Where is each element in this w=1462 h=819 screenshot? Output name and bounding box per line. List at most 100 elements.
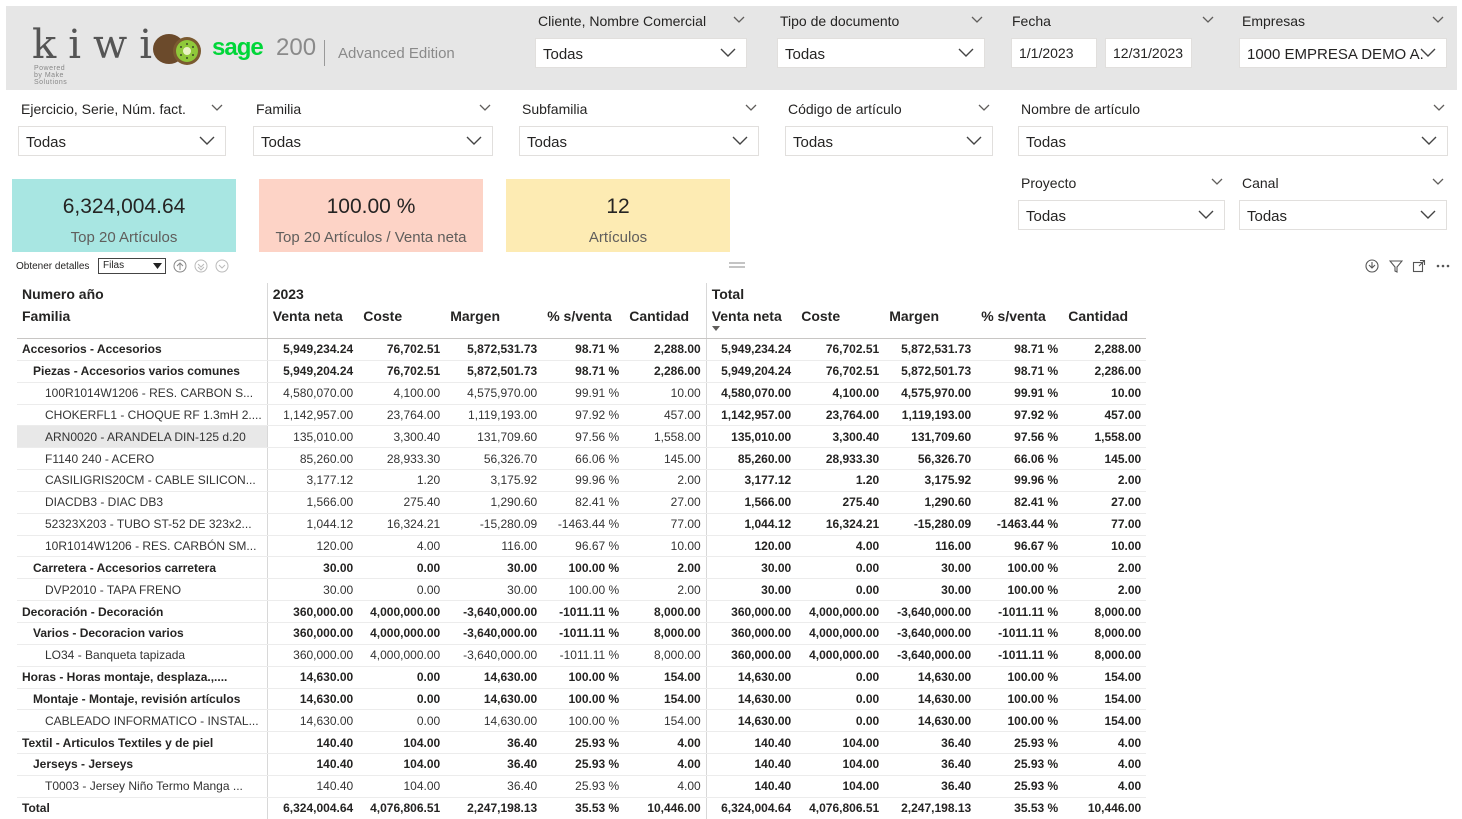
cell-total-2[interactable]: 36.40	[884, 731, 977, 755]
dropdown-subfamilia[interactable]: Todas	[519, 126, 759, 156]
cell-total-3[interactable]: 96.67 %	[976, 535, 1064, 558]
cell-total-3[interactable]: 35.53 %	[976, 796, 1064, 819]
cell-total-4[interactable]: 145.00	[1063, 447, 1147, 471]
cell-total-0[interactable]: 5,949,204.24	[705, 360, 797, 383]
cell-total-3[interactable]: 98.71 %	[976, 360, 1064, 383]
cell-total-4[interactable]: 8,000.00	[1063, 644, 1147, 667]
row-label[interactable]: 100R1014W1206 - RES. CARBON S...	[17, 382, 268, 405]
cell-total-3[interactable]: 97.92 %	[976, 404, 1064, 427]
cell-total-1[interactable]: 1.20	[796, 469, 885, 492]
cell-total-1[interactable]: 23,764.00	[796, 404, 885, 427]
cell-2023-4[interactable]: 4.00	[624, 731, 707, 755]
cell-total-1[interactable]: 4,076,806.51	[796, 796, 885, 819]
cell-2023-1[interactable]: 28,933.30	[358, 447, 446, 471]
cell-total-1[interactable]: 0.00	[796, 666, 885, 689]
cell-total-2[interactable]: -15,280.09	[884, 513, 977, 536]
cell-total-0[interactable]: 30.00	[705, 556, 797, 580]
table-row[interactable]: 52323X203 - TUBO ST-52 DE 323x2... 1,044.…	[17, 513, 1147, 536]
row-header-familia[interactable]: Familia	[17, 305, 268, 339]
cell-2023-1[interactable]: 4,076,806.51	[358, 796, 446, 819]
cell-total-2[interactable]: -3,640,000.00	[884, 644, 977, 667]
cell-2023-3[interactable]: 96.67 %	[542, 535, 625, 558]
column-group-total[interactable]: Total	[705, 283, 1147, 305]
cell-2023-0[interactable]: 4,580,070.00	[266, 382, 359, 405]
cell-2023-3[interactable]: -1011.11 %	[542, 622, 625, 645]
filter-icon[interactable]	[1389, 259, 1403, 273]
cell-total-1[interactable]: 104.00	[796, 753, 885, 776]
row-label[interactable]: CASILIGRIS20CM - CABLE SILICON...	[17, 469, 268, 492]
cell-2023-2[interactable]: -3,640,000.00	[445, 600, 543, 623]
cell-total-3[interactable]: 100.00 %	[976, 556, 1064, 580]
table-row[interactable]: ARN0020 - ARANDELA DIN-125 d.20 135,010.0…	[17, 425, 1147, 449]
cell-total-0[interactable]: 1,044.12	[705, 513, 797, 536]
cell-total-3[interactable]: -1011.11 %	[976, 600, 1064, 623]
dropdown-nombre[interactable]: Todas	[1018, 126, 1448, 156]
cell-2023-3[interactable]: 35.53 %	[542, 796, 625, 819]
cell-total-0[interactable]: 85,260.00	[705, 447, 797, 471]
cell-total-0[interactable]: 120.00	[705, 535, 797, 558]
column-header-coste[interactable]: Coste	[796, 305, 885, 339]
cell-2023-2[interactable]: 4,575,970.00	[445, 382, 543, 405]
cell-total-1[interactable]: 28,933.30	[796, 447, 885, 471]
cell-2023-2[interactable]: 3,175.92	[445, 469, 543, 492]
cell-2023-0[interactable]: 14,630.00	[266, 666, 359, 689]
drill-mode-icon[interactable]	[1365, 259, 1379, 273]
cell-2023-2[interactable]: 116.00	[445, 535, 543, 558]
cell-2023-1[interactable]: 0.00	[358, 556, 446, 580]
cell-total-1[interactable]: 0.00	[796, 709, 885, 733]
cell-total-0[interactable]: 14,630.00	[705, 709, 797, 733]
cell-total-1[interactable]: 4,100.00	[796, 382, 885, 405]
cell-2023-4[interactable]: 457.00	[624, 404, 707, 427]
cell-total-4[interactable]: 2.00	[1063, 556, 1147, 580]
cell-2023-1[interactable]: 275.40	[358, 491, 446, 514]
cell-total-4[interactable]: 4.00	[1063, 775, 1147, 798]
cell-2023-0[interactable]: 140.40	[266, 775, 359, 798]
cell-2023-2[interactable]: 2,247,198.13	[445, 796, 543, 819]
cell-2023-0[interactable]: 360,000.00	[266, 622, 359, 645]
cell-total-0[interactable]: 140.40	[705, 731, 797, 755]
cell-total-1[interactable]: 275.40	[796, 491, 885, 514]
cell-total-2[interactable]: 36.40	[884, 775, 977, 798]
row-label[interactable]: 52323X203 - TUBO ST-52 DE 323x2...	[17, 513, 268, 536]
cell-2023-4[interactable]: 8,000.00	[624, 600, 707, 623]
row-label[interactable]: LO34 - Banqueta tapizada	[17, 644, 268, 667]
cell-2023-3[interactable]: 98.71 %	[542, 338, 625, 361]
cell-total-1[interactable]: 0.00	[796, 688, 885, 711]
cell-total-4[interactable]: 457.00	[1063, 404, 1147, 427]
table-row[interactable]: DVP2010 - TAPA FRENO 30.00 0.00 30.00 100.00…	[17, 578, 1147, 602]
cell-total-3[interactable]: -1011.11 %	[976, 622, 1064, 645]
cell-2023-3[interactable]: 25.93 %	[542, 731, 625, 755]
cell-total-0[interactable]: 1,566.00	[705, 491, 797, 514]
cell-total-1[interactable]: 4.00	[796, 535, 885, 558]
row-label[interactable]: Varios - Decoracion varios	[17, 622, 268, 645]
cell-total-2[interactable]: 131,709.60	[884, 425, 977, 449]
chevron-down-icon[interactable]	[744, 103, 758, 113]
cell-total-0[interactable]: 14,630.00	[705, 688, 797, 711]
row-label[interactable]: Accesorios - Accesorios	[17, 338, 268, 361]
chevron-down-icon[interactable]	[1210, 177, 1224, 187]
date-to-input[interactable]: 12/31/2023	[1105, 38, 1192, 68]
row-label[interactable]: Montaje - Montaje, revisión artículos	[17, 688, 268, 711]
cell-2023-3[interactable]: 25.93 %	[542, 753, 625, 776]
cell-2023-2[interactable]: 30.00	[445, 556, 543, 580]
cell-total-3[interactable]: 99.96 %	[976, 469, 1064, 492]
cell-total-4[interactable]: 10.00	[1063, 535, 1147, 558]
cell-2023-0[interactable]: 3,177.12	[266, 469, 359, 492]
cell-total-2[interactable]: 1,290.60	[884, 491, 977, 514]
column-header-cantidad[interactable]: Cantidad	[624, 305, 707, 339]
cell-2023-0[interactable]: 140.40	[266, 731, 359, 755]
cell-total-4[interactable]: 154.00	[1063, 688, 1147, 711]
cell-total-1[interactable]: 104.00	[796, 731, 885, 755]
dropdown-ejercicio[interactable]: Todas	[18, 126, 226, 156]
dropdown-empresas[interactable]: 1000 EMPRESA DEMO A...	[1239, 38, 1447, 68]
cell-total-1[interactable]: 3,300.40	[796, 425, 885, 449]
chevron-down-icon[interactable]	[977, 103, 991, 113]
cell-2023-3[interactable]: 66.06 %	[542, 447, 625, 471]
cell-2023-3[interactable]: 100.00 %	[542, 709, 625, 733]
cell-total-4[interactable]: 1,558.00	[1063, 425, 1147, 449]
cell-2023-4[interactable]: 154.00	[624, 709, 707, 733]
cell-2023-4[interactable]: 10.00	[624, 535, 707, 558]
cell-2023-1[interactable]: 104.00	[358, 731, 446, 755]
cell-total-2[interactable]: 30.00	[884, 556, 977, 580]
cell-2023-1[interactable]: 76,702.51	[358, 360, 446, 383]
